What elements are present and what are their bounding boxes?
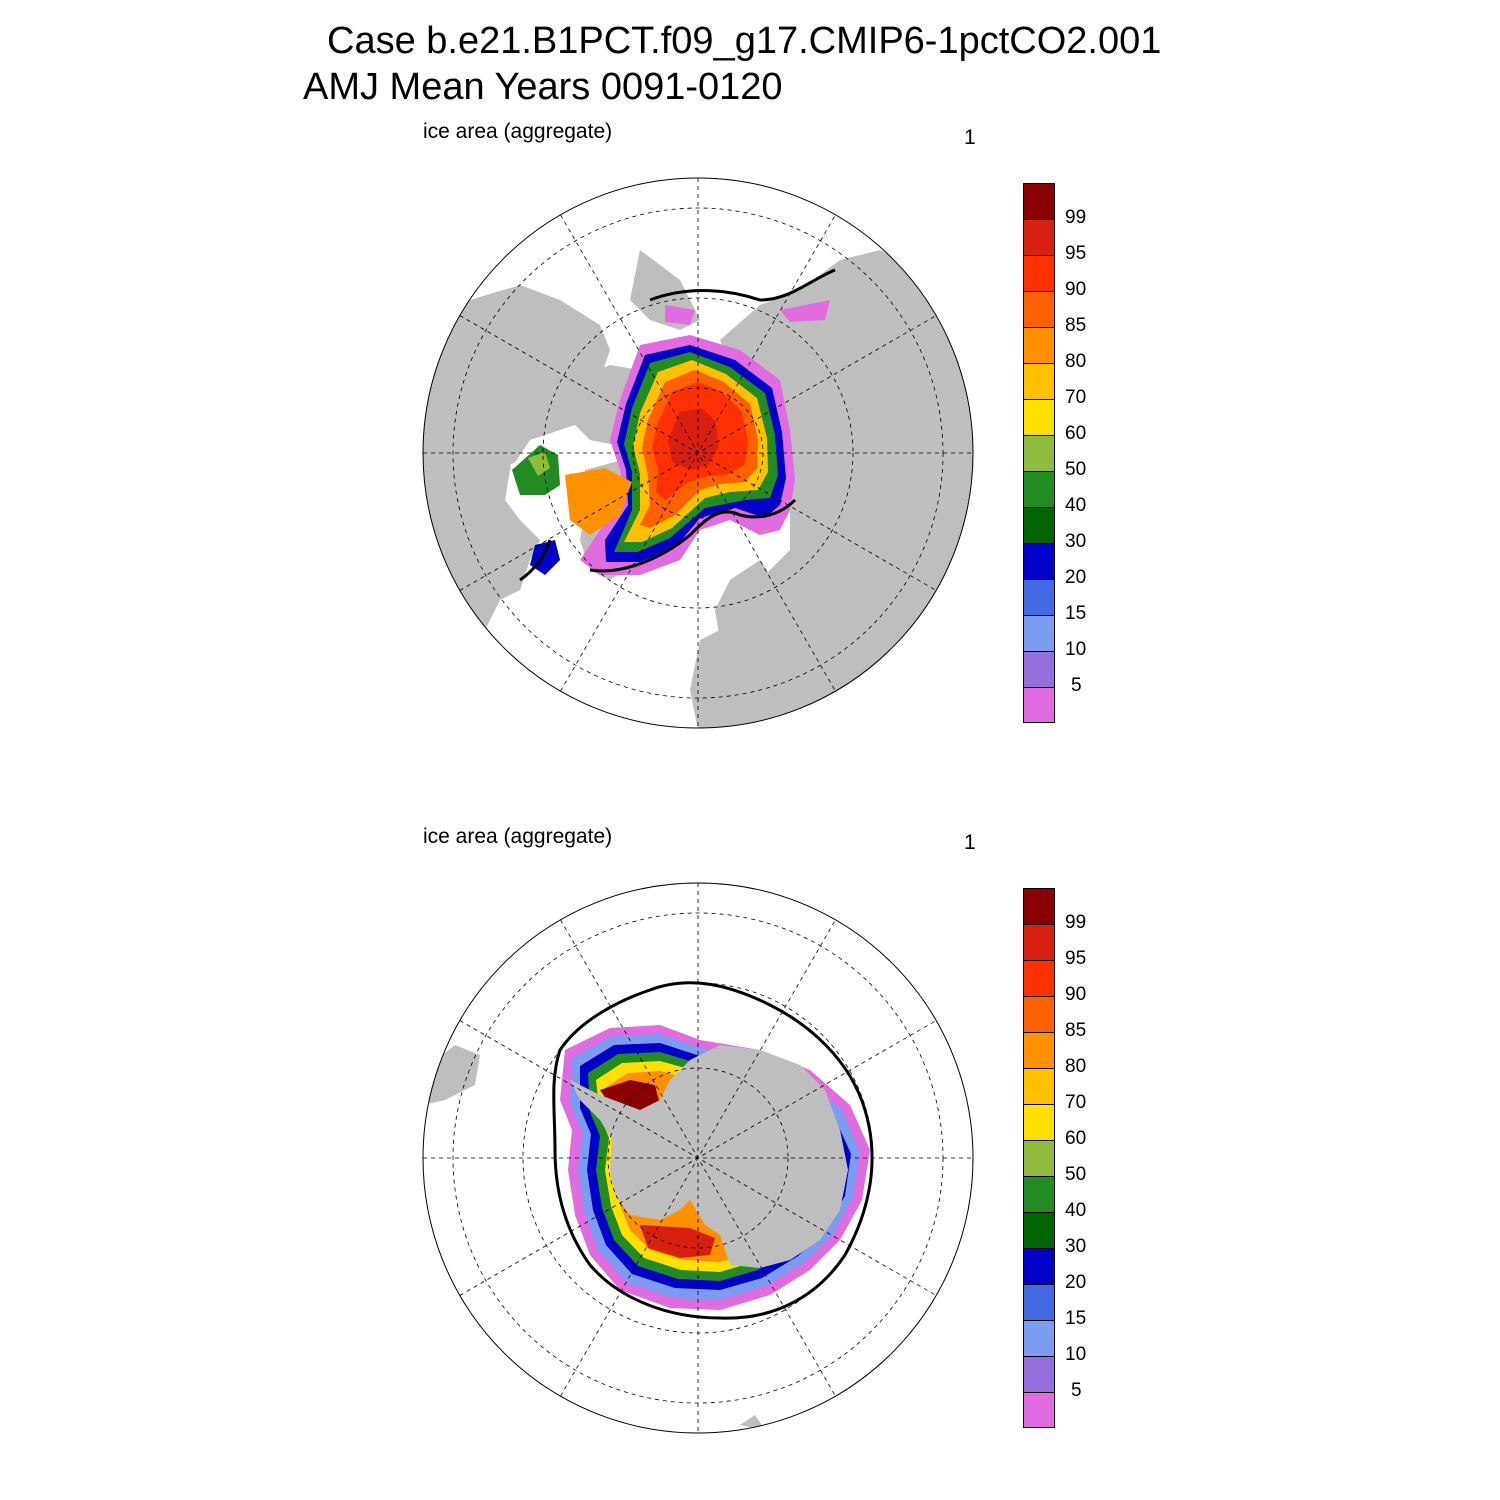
colorbar-label: 85 [1065,315,1087,336]
antarctica-land [570,1045,848,1268]
colorbar-label: 30 [1065,1236,1087,1257]
south-map-frame [422,882,974,1434]
colorbar-swatch [1023,1320,1055,1356]
colorbar-label: 90 [1065,984,1087,1005]
colorbar-swatch [1023,615,1055,651]
colorbar-swatch [1023,363,1055,399]
colorbar-swatch [1023,1284,1055,1320]
case-title: Case b.e21.B1PCT.f09_g17.CMIP6-1pctCO2.0… [327,20,1162,62]
colorbar-swatch [1023,996,1055,1032]
colorbar-swatch [1023,579,1055,615]
colorbar-label: 20 [1065,1272,1087,1293]
colorbar-swatch [1023,507,1055,543]
colorbar-swatch [1023,960,1055,996]
colorbar-swatch [1023,1212,1055,1248]
colorbar-swatch [1023,687,1055,723]
north-map [423,178,973,728]
colorbar-swatch [1023,1068,1055,1104]
colorbar-label: 85 [1065,1020,1087,1041]
colorbar-swatch [1023,1176,1055,1212]
colorbar-swatch [1023,924,1055,960]
colorbar-swatch [1023,471,1055,507]
south-panel-number: 1 [964,831,976,854]
colorbar-label: 20 [1065,567,1087,588]
colorbar-label: 60 [1065,423,1087,444]
colorbar-label: 15 [1065,603,1087,624]
north-ice-edge-line [519,268,836,582]
colorbar-swatch [1023,1248,1055,1284]
colorbar-swatch [1023,219,1055,255]
colorbar-label: 50 [1065,459,1087,480]
colorbar-label: 30 [1065,531,1087,552]
colorbar-swatch [1023,1140,1055,1176]
scandinavia-land [715,560,780,650]
colorbar-swatch [1023,327,1055,363]
colorbar-swatch [1023,291,1055,327]
colorbar-label: 60 [1065,1128,1087,1149]
colorbar-label: 95 [1065,243,1087,264]
colorbar-label: 99 [1065,912,1087,933]
colorbar-swatch [1023,888,1055,924]
colorbar-swatch [1023,1104,1055,1140]
colorbar-label: 70 [1065,1092,1087,1113]
colorbar-swatch [1023,1032,1055,1068]
north-panel-title: ice area (aggregate) [423,120,613,143]
north-panel-number: 1 [964,126,976,149]
colorbar-swatch [1023,183,1055,219]
colorbar-swatch [1023,399,1055,435]
colorbar-label: 10 [1065,639,1087,660]
colorbar-label: 90 [1065,279,1087,300]
colorbar-label: 15 [1065,1308,1087,1329]
colorbar-label: 70 [1065,387,1087,408]
colorbar-label: 40 [1065,495,1087,516]
colorbar-label: 10 [1065,1344,1087,1365]
colorbar-label: 99 [1065,207,1087,228]
colorbar-swatch [1023,1356,1055,1392]
south-panel-title: ice area (aggregate) [423,825,613,848]
colorbar-label: 5 [1071,675,1082,696]
colorbar-swatch [1023,435,1055,471]
north-map-frame [422,177,974,729]
colorbar-swatch [1023,543,1055,579]
colorbar-label: 80 [1065,351,1087,372]
colorbar-label: 95 [1065,948,1087,969]
colorbar-swatch [1023,1392,1055,1428]
colorbar-label: 40 [1065,1200,1087,1221]
colorbar-label: 50 [1065,1164,1087,1185]
colorbar-swatch [1023,255,1055,291]
colorbar-label: 80 [1065,1056,1087,1077]
south-map [423,883,973,1433]
colorbar-swatch [1023,651,1055,687]
colorbar-label: 5 [1071,1380,1082,1401]
period-title: AMJ Mean Years 0091-0120 [303,66,783,108]
